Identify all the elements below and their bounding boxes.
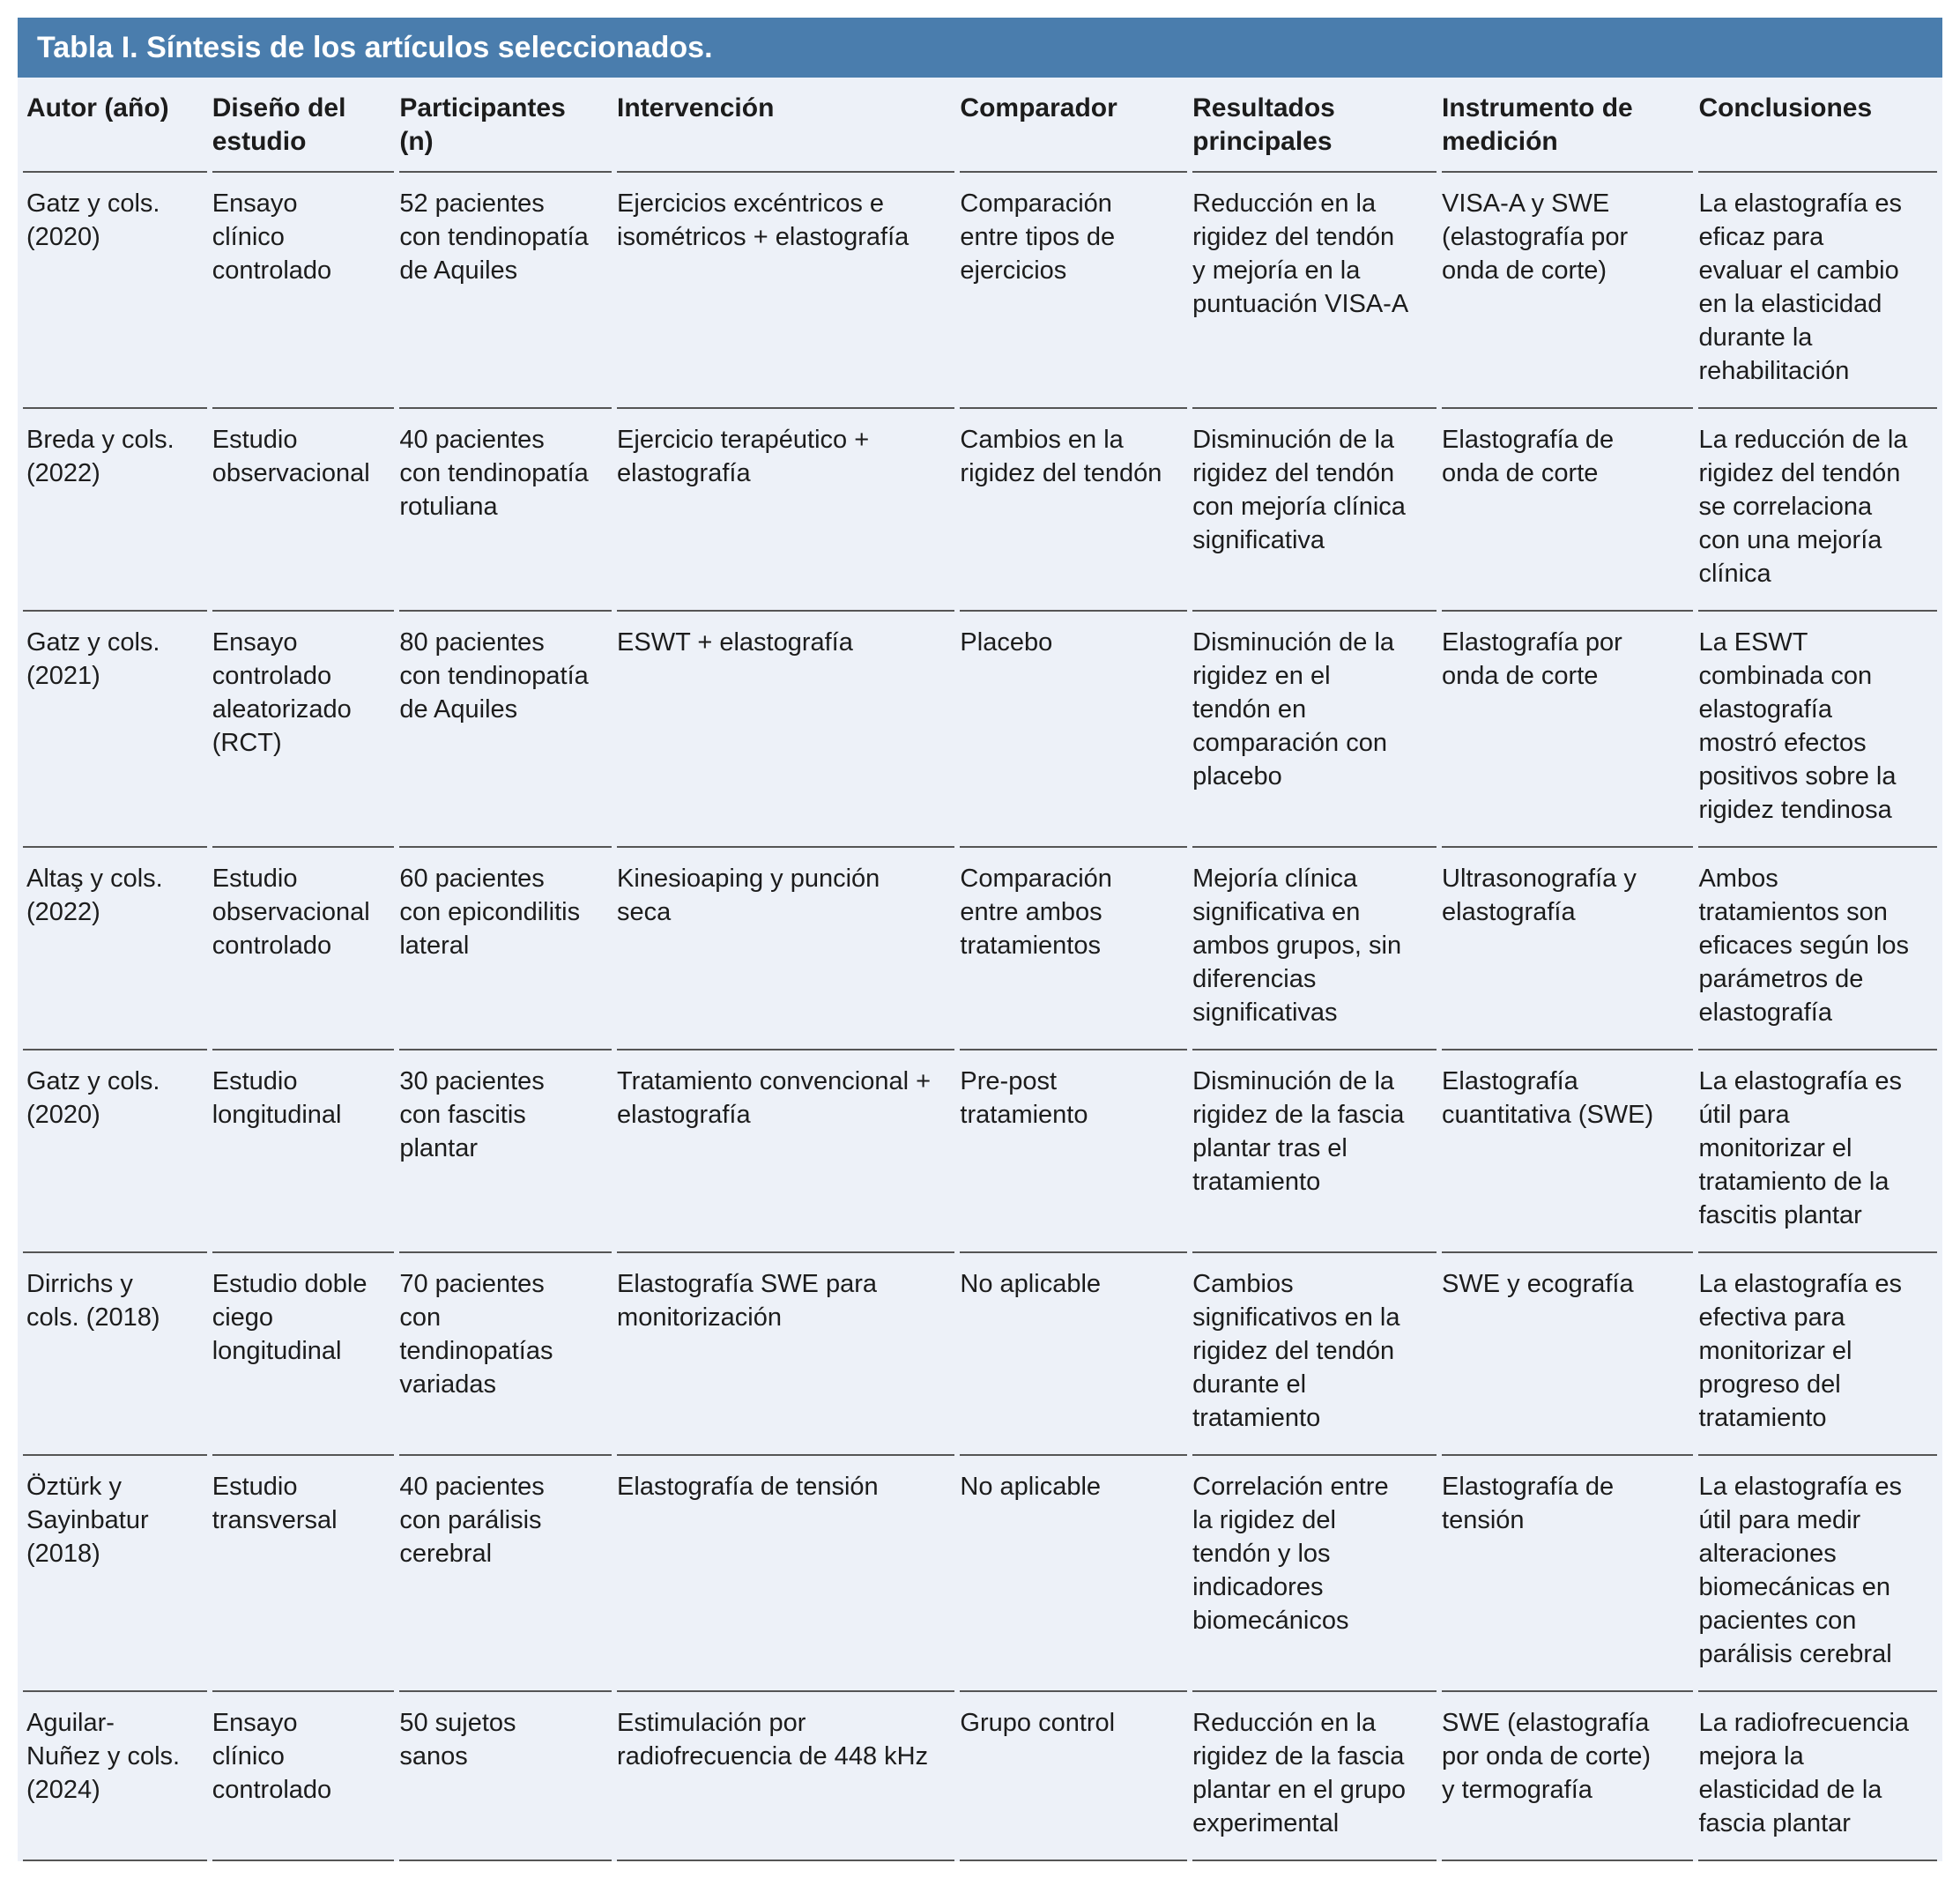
table-cell: Dirrichs y cols. (2018) (23, 1253, 207, 1456)
table-cell: Cambios significativos en la rigidez del… (1192, 1253, 1437, 1456)
table-cell: Öztürk y Sayinbatur (2018) (23, 1456, 207, 1692)
table-cell: Elastografía cuantitativa (SWE) (1442, 1050, 1694, 1253)
table-title: Tabla I. Síntesis de los artículos selec… (37, 31, 713, 64)
table-row: Gatz y cols. (2020) Estudio longitudinal 3… (23, 1050, 1937, 1253)
table-title-bar: Tabla I. Síntesis de los artículos selec… (18, 18, 1942, 78)
table-cell: Mejoría clínica significativa en ambos g… (1192, 848, 1437, 1050)
column-header: Diseño del estudio (212, 78, 395, 173)
table-cell: Correlación entre la rigidez del tendón … (1192, 1456, 1437, 1692)
table-cell: Disminución de la rigidez de la fascia p… (1192, 1050, 1437, 1253)
table-row: Öztürk y Sayinbatur (2018) Estudio transv… (23, 1456, 1937, 1692)
column-header: Intervención (617, 78, 955, 173)
table-cell: Elastografía de onda de corte (1442, 409, 1694, 612)
table-cell: Reducción en la rigidez del tendón y mej… (1192, 173, 1437, 409)
table-cell: Comparación entre tipos de ejercicios (960, 173, 1188, 409)
table-cell: Aguilar-Nuñez y cols. (2024) (23, 1692, 207, 1861)
table-cell: 30 pacientes con fascitis plantar (399, 1050, 612, 1253)
table-cell: Estimulación por radiofrecuencia de 448 … (617, 1692, 955, 1861)
table-row: Aguilar-Nuñez y cols. (2024) Ensayo clíni… (23, 1692, 1937, 1861)
column-header: Instrumento de medición (1442, 78, 1694, 173)
table-cell: La elastografía es útil para monitorizar… (1698, 1050, 1937, 1253)
table-cell: Gatz y cols. (2021) (23, 612, 207, 848)
table-cell: Ejercicio terapéutico + elastografía (617, 409, 955, 612)
table-cell: Ensayo clínico controlado (212, 1692, 395, 1861)
table-cell: Placebo (960, 612, 1188, 848)
table-cell: La elastografía es efectiva para monitor… (1698, 1253, 1937, 1456)
table-cell: SWE (elastografía por onda de corte) y t… (1442, 1692, 1694, 1861)
table-cell: Tratamiento convencional + elastografía (617, 1050, 955, 1253)
articles-table: Autor (año) Diseño del estudio Participant… (18, 78, 1942, 1861)
table-cell: VISA-A y SWE (elastografía por onda de c… (1442, 173, 1694, 409)
table-row: Altaş y cols. (2022) Estudio observaciona… (23, 848, 1937, 1050)
table-cell: Ensayo clínico controlado (212, 173, 395, 409)
column-header: Conclusiones (1698, 78, 1937, 173)
table-row: Gatz y cols. (2021) Ensayo controlado ale… (23, 612, 1937, 848)
column-header: Comparador (960, 78, 1188, 173)
table-cell: 52 pacientes con tendinopatía de Aquiles (399, 173, 612, 409)
table-cell: Estudio doble ciego longitudinal (212, 1253, 395, 1456)
table-cell: Estudio transversal (212, 1456, 395, 1692)
table-head: Autor (año) Diseño del estudio Participant… (23, 78, 1937, 173)
column-header: Autor (año) (23, 78, 207, 173)
table-cell: No aplicable (960, 1253, 1188, 1456)
table-cell: La ESWT combinada con elastografía mostr… (1698, 612, 1937, 848)
table-cell: No aplicable (960, 1456, 1188, 1692)
table-cell: 60 pacientes con epicondilitis lateral (399, 848, 612, 1050)
table-row: Breda y cols. (2022) Estudio observaciona… (23, 409, 1937, 612)
table-cell: 40 pacientes con parálisis cerebral (399, 1456, 612, 1692)
table-cell: Elastografía SWE para monitorización (617, 1253, 955, 1456)
table-cell: Estudio observacional controlado (212, 848, 395, 1050)
table-cell: Breda y cols. (2022) (23, 409, 207, 612)
table-cell: Gatz y cols. (2020) (23, 1050, 207, 1253)
table-cell: SWE y ecografía (1442, 1253, 1694, 1456)
table-cell: Gatz y cols. (2020) (23, 173, 207, 409)
table-cell: Estudio observacional (212, 409, 395, 612)
table-row: Dirrichs y cols. (2018) Estudio doble cie… (23, 1253, 1937, 1456)
table-body: Gatz y cols. (2020) Ensayo clínico contro… (23, 173, 1937, 1861)
table-cell: Estudio longitudinal (212, 1050, 395, 1253)
table-cell: 50 sujetos sanos (399, 1692, 612, 1861)
table-cell: 80 pacientes con tendinopatía de Aquiles (399, 612, 612, 848)
table-cell: Elastografía de tensión (1442, 1456, 1694, 1692)
article-table-container: Tabla I. Síntesis de los artículos selec… (18, 18, 1942, 1861)
table-cell: Altaş y cols. (2022) (23, 848, 207, 1050)
header-row: Autor (año) Diseño del estudio Participant… (23, 78, 1937, 173)
table-cell: Reducción en la rigidez de la fascia pla… (1192, 1692, 1437, 1861)
table-cell: Comparación entre ambos tratamientos (960, 848, 1188, 1050)
table-cell: 70 pacientes con tendinopatías variadas (399, 1253, 612, 1456)
table-cell: La elastografía es eficaz para evaluar e… (1698, 173, 1937, 409)
table-cell: Grupo control (960, 1692, 1188, 1861)
table-cell: Cambios en la rigidez del tendón (960, 409, 1188, 612)
table-cell: Disminución de la rigidez en el tendón e… (1192, 612, 1437, 848)
table-cell: Elastografía por onda de corte (1442, 612, 1694, 848)
table-cell: Ejercicios excéntricos e isométricos + e… (617, 173, 955, 409)
table-row: Gatz y cols. (2020) Ensayo clínico contro… (23, 173, 1937, 409)
table-cell: Ultrasonografía y elastografía (1442, 848, 1694, 1050)
table-cell: La elastografía es útil para medir alter… (1698, 1456, 1937, 1692)
table-cell: La reducción de la rigidez del tendón se… (1698, 409, 1937, 612)
table-cell: ESWT + elastografía (617, 612, 955, 848)
column-header: Participantes (n) (399, 78, 612, 173)
table-cell: 40 pacientes con tendinopatía rotuliana (399, 409, 612, 612)
table-cell: Ensayo controlado aleatorizado (RCT) (212, 612, 395, 848)
table-cell: Pre-post tratamiento (960, 1050, 1188, 1253)
table-cell: Ambos tratamientos son eficaces según lo… (1698, 848, 1937, 1050)
column-header: Resultados principales (1192, 78, 1437, 173)
table-cell: Disminución de la rigidez del tendón con… (1192, 409, 1437, 612)
table-cell: Kinesioaping y punción seca (617, 848, 955, 1050)
table-cell: La radiofrecuencia mejora la elasticidad… (1698, 1692, 1937, 1861)
table-cell: Elastografía de tensión (617, 1456, 955, 1692)
